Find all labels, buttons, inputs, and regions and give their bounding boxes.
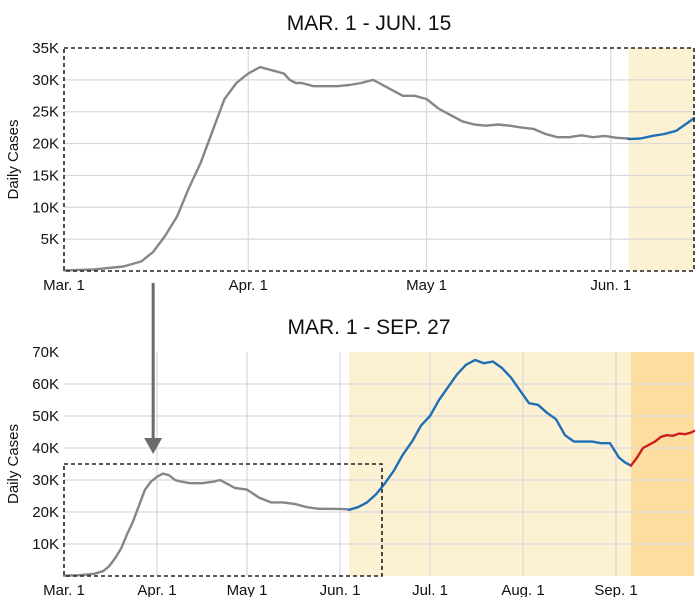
chart-title: MAR. 1 - SEP. 27 <box>287 316 450 339</box>
x-tick-label: Apr. 1 <box>137 582 176 597</box>
y-tick-label: 50K <box>32 408 59 425</box>
x-tick-label: May 1 <box>227 582 268 597</box>
series-line-history <box>62 472 351 577</box>
series-line-recent <box>347 358 633 511</box>
chart-panel-bottom: MAR. 1 - SEP. 27 Daily Cases 10K 20K 30K 40K 5… <box>5 316 696 597</box>
x-tick-label: Aug. 1 <box>501 582 544 597</box>
x-tick-label: Mar. 1 <box>43 277 85 294</box>
chart-title: MAR. 1 - JUN. 15 <box>287 12 452 35</box>
y-tick-label: 40K <box>32 440 59 457</box>
chart-panel-top: MAR. 1 - JUN. 15 Daily Cases 5K 10K 15K 20K 25… <box>5 12 696 294</box>
zoom-frame <box>63 463 383 577</box>
y-tick-label: 10K <box>32 199 59 216</box>
x-tick-label: Sep. 1 <box>594 582 637 597</box>
x-tick-label: Jun. 1 <box>320 582 361 597</box>
series-line-history <box>62 65 630 272</box>
x-tick-label: May 1 <box>406 277 447 294</box>
y-tick-label: 20K <box>32 136 59 153</box>
x-tick-label: Apr. 1 <box>229 277 268 294</box>
y-tick-label: 15K <box>32 167 59 184</box>
series-line-recent <box>627 116 696 141</box>
y-tick-label: 30K <box>32 472 59 489</box>
x-tick-label: Jul. 1 <box>412 582 448 597</box>
y-tick-label: 60K <box>32 376 59 393</box>
y-axis-label: Daily Cases <box>5 119 22 199</box>
y-tick-label: 35K <box>32 40 59 57</box>
y-tick-label: 30K <box>32 72 59 89</box>
y-tick-label: 70K <box>32 344 59 361</box>
y-axis-label: Daily Cases <box>5 424 22 504</box>
highlight-band-light <box>628 48 694 271</box>
highlight-band-light <box>349 352 631 576</box>
zoom-frame <box>63 47 695 272</box>
highlight-band-dark <box>631 352 694 576</box>
y-tick-label: 20K <box>32 504 59 521</box>
zoom-connector-arrow <box>144 283 163 454</box>
y-tick-label: 10K <box>32 536 59 553</box>
y-tick-label: 25K <box>32 104 59 121</box>
arrow-head <box>144 438 163 454</box>
y-tick-label: 5K <box>41 231 59 248</box>
series-line-latest <box>629 429 696 467</box>
x-tick-label: Mar. 1 <box>43 582 85 597</box>
x-tick-label: Jun. 1 <box>590 277 631 294</box>
